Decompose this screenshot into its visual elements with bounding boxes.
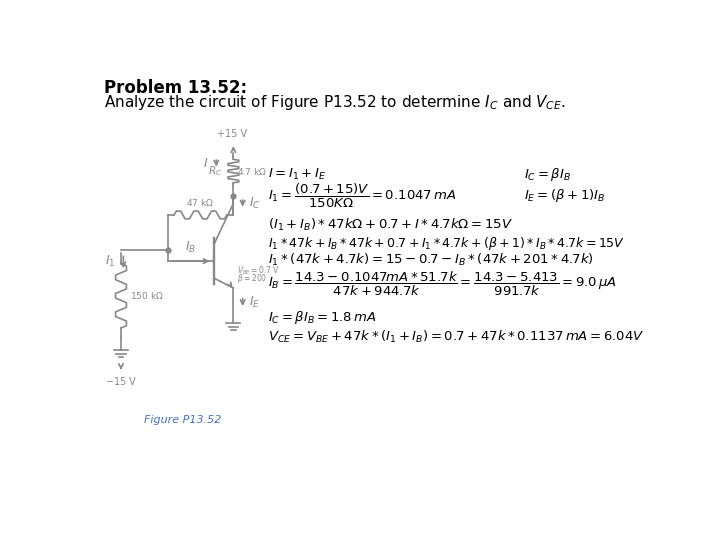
Text: $I_E$: $I_E$ xyxy=(249,294,260,309)
Text: +15 V: +15 V xyxy=(217,130,247,139)
Text: 150 k$\Omega$: 150 k$\Omega$ xyxy=(130,291,164,301)
Text: $I_E = (\beta+1)I_B$: $I_E = (\beta+1)I_B$ xyxy=(524,187,606,204)
Text: $(I_1 + I_B)*47k\Omega + 0.7 + I*4.7k\Omega = 15V$: $(I_1 + I_B)*47k\Omega + 0.7 + I*4.7k\Om… xyxy=(269,217,513,233)
Text: Figure P13.52: Figure P13.52 xyxy=(144,415,222,425)
Text: Analyze the circuit of Figure P13.52 to determine $I_C$ and $V_{CE}$.: Analyze the circuit of Figure P13.52 to … xyxy=(104,92,566,112)
Text: $I$: $I$ xyxy=(203,157,209,170)
Text: $V_{CE} = V_{BE} + 47k*(I_1 + I_B) = 0.7 + 47k*0.1137\,mA = 6.04V$: $V_{CE} = V_{BE} + 47k*(I_1 + I_B) = 0.7… xyxy=(269,328,645,345)
Text: $I_C = \beta I_B = 1.8\,mA$: $I_C = \beta I_B = 1.8\,mA$ xyxy=(269,309,377,326)
Text: $-15$ V: $-15$ V xyxy=(105,375,137,387)
Text: $I_1*(47k + 4.7k) = 15 - 0.7 - I_B*(47k + 201*4.7k)$: $I_1*(47k + 4.7k) = 15 - 0.7 - I_B*(47k … xyxy=(269,252,594,268)
Text: 47 k$\Omega$: 47 k$\Omega$ xyxy=(186,197,214,208)
Text: 4.7 k$\Omega$: 4.7 k$\Omega$ xyxy=(238,166,267,177)
Text: $I = I_1 + I_E$: $I = I_1 + I_E$ xyxy=(269,167,327,183)
Text: $I_1*47k + I_B*47k + 0.7 + I_1*4.7k + (\beta+1)*I_B*4.7k = 15V$: $I_1*47k + I_B*47k + 0.7 + I_1*4.7k + (\… xyxy=(269,235,626,252)
Text: $I_B = \dfrac{14.3 - 0.1047mA*51.7k}{47k + 944.7k} = \dfrac{14.3 - 5.413}{991.7k: $I_B = \dfrac{14.3 - 0.1047mA*51.7k}{47k… xyxy=(269,270,617,298)
Text: $R_C$: $R_C$ xyxy=(208,164,222,178)
Text: $I_C = \beta I_B$: $I_C = \beta I_B$ xyxy=(524,166,571,184)
Text: $V_{BE}=0.7$ V: $V_{BE}=0.7$ V xyxy=(238,264,280,276)
Text: $I_1$: $I_1$ xyxy=(105,254,116,269)
Text: $I_1 = \dfrac{(0.7+15)V}{150K\Omega} = 0.1047\,mA$: $I_1 = \dfrac{(0.7+15)V}{150K\Omega} = 0… xyxy=(269,181,456,210)
Text: $\beta=200$: $\beta=200$ xyxy=(238,272,268,285)
Text: $I_B$: $I_B$ xyxy=(185,240,197,255)
Text: Problem 13.52:: Problem 13.52: xyxy=(104,79,247,97)
Text: $I_C$: $I_C$ xyxy=(249,196,261,211)
